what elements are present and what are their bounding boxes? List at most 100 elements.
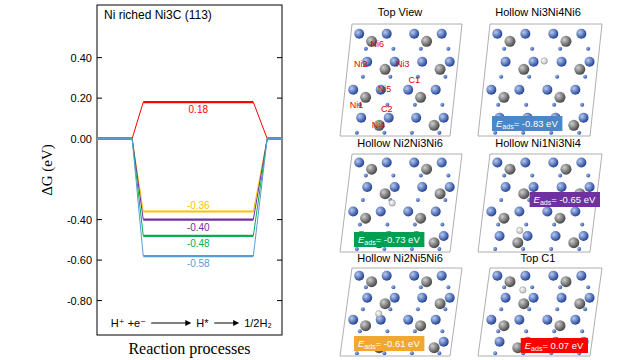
atom-ni xyxy=(409,271,419,281)
atom-ni-lower xyxy=(413,103,417,107)
atom-label: C2 xyxy=(381,104,393,114)
atom-ni xyxy=(557,293,567,303)
eads-label: Eads= -0.65 eV xyxy=(534,194,596,206)
atom-ni xyxy=(403,85,413,95)
chart-title: Ni riched Ni3C (113) xyxy=(104,8,212,22)
atom-c xyxy=(518,298,529,309)
atom-ni xyxy=(579,113,589,123)
atom-ni-lower xyxy=(558,47,562,51)
atom-ni xyxy=(570,85,580,95)
atom-c xyxy=(498,320,509,331)
atom-c xyxy=(415,213,426,224)
atom-ni-lower xyxy=(419,285,423,289)
atom-ni xyxy=(431,315,441,325)
atom-ni xyxy=(501,182,511,192)
atom-ni-lower xyxy=(416,307,420,311)
atom-ni-lower xyxy=(443,307,447,311)
x-tick-label: H* xyxy=(196,317,209,329)
atom-ni-lower xyxy=(361,198,365,202)
y-tick xyxy=(277,98,282,99)
atom-ni-lower xyxy=(527,307,531,311)
atom-ni-lower xyxy=(419,47,423,51)
atom-c xyxy=(512,237,523,248)
atom-ni-lower xyxy=(580,223,584,227)
eads-value: = -0.65 eV xyxy=(551,194,596,205)
atom-ni xyxy=(348,85,358,95)
atom-ni xyxy=(439,337,449,347)
energy-level xyxy=(97,138,132,140)
atom-ni xyxy=(576,271,586,281)
atom-ni xyxy=(520,158,530,168)
atom-ni-lower xyxy=(493,131,497,135)
eads-box xyxy=(492,116,562,131)
atom-ni-lower xyxy=(530,174,534,178)
atom-ni-lower xyxy=(440,223,444,227)
atom-ni-lower xyxy=(524,103,528,107)
atom-ni-lower xyxy=(521,131,525,135)
energy-level xyxy=(97,138,132,140)
atom-ni-lower xyxy=(358,329,362,333)
atom-ni xyxy=(542,315,552,325)
unit-cell xyxy=(340,268,462,356)
atom-ni xyxy=(570,315,580,325)
atom-ni-lower xyxy=(499,198,503,202)
y-tick-label: 0.00 xyxy=(71,133,92,145)
eads-value: = -0.61 eV xyxy=(376,338,421,349)
atom-label: Ni3 xyxy=(396,59,410,69)
atom-ni xyxy=(417,293,427,303)
y-tick xyxy=(277,219,282,220)
atom-ni-lower xyxy=(524,223,528,227)
atom-ni xyxy=(495,231,505,241)
energy-level xyxy=(267,138,282,140)
atom-ni-lower xyxy=(583,75,587,79)
structure-title: Hollow Ni1Ni3Ni4 xyxy=(495,137,581,149)
atom-c xyxy=(429,237,440,248)
structure-panel: Hollow Ni1Ni3Ni4 Eads= -0.65 eV xyxy=(478,137,602,252)
eads-subscript: ads xyxy=(531,345,543,352)
atom-ni-lower xyxy=(364,47,368,51)
atom-c xyxy=(429,120,440,131)
atom-ni-lower xyxy=(382,131,386,135)
atom-c xyxy=(380,298,391,309)
atom-ni-lower xyxy=(586,285,590,289)
data-label: -0.48 xyxy=(187,238,210,249)
atom-ni-lower xyxy=(583,307,587,311)
atom-ni-lower xyxy=(388,75,392,79)
atom-ni-lower xyxy=(530,47,534,51)
atom-ni-lower xyxy=(502,285,506,289)
atom-ni xyxy=(445,182,455,192)
atom-ni xyxy=(514,315,524,325)
y-tick-label: -0.80 xyxy=(67,295,92,307)
atom-ni-lower xyxy=(502,47,506,51)
atom-ni xyxy=(570,207,580,217)
atom-label: Ni1 xyxy=(350,100,364,110)
atom-ni-lower xyxy=(361,75,365,79)
atom-c xyxy=(560,36,571,47)
atom-ni-lower xyxy=(586,47,590,51)
atom-ni xyxy=(354,271,364,281)
atom-ni xyxy=(437,158,447,168)
atom-ni-lower xyxy=(499,75,503,79)
eads-value: = -0.73 eV xyxy=(376,234,421,245)
atom-c xyxy=(574,64,585,75)
atom-c xyxy=(435,298,446,309)
structure-title: Hollow Ni2Ni5Ni6 xyxy=(357,252,443,264)
y-tick xyxy=(97,219,102,220)
atom-ni-lower xyxy=(502,174,506,178)
atom-ni xyxy=(390,182,400,192)
atom-ni-lower xyxy=(446,174,450,178)
atom-ni-lower xyxy=(443,198,447,202)
atom-ni-lower xyxy=(580,103,584,107)
atom-ni xyxy=(362,293,372,303)
atom-ni xyxy=(439,113,449,123)
energy-level xyxy=(143,255,253,257)
atom-ni-lower xyxy=(364,174,368,178)
atom-ni xyxy=(382,271,392,281)
atom-ni xyxy=(548,158,558,168)
atom-ni xyxy=(514,207,524,217)
eads-box xyxy=(354,336,424,351)
atom-c xyxy=(421,164,432,175)
atom-ni xyxy=(557,182,567,192)
atom-ni-lower xyxy=(413,329,417,333)
y-tick-label: -0.60 xyxy=(67,254,92,266)
